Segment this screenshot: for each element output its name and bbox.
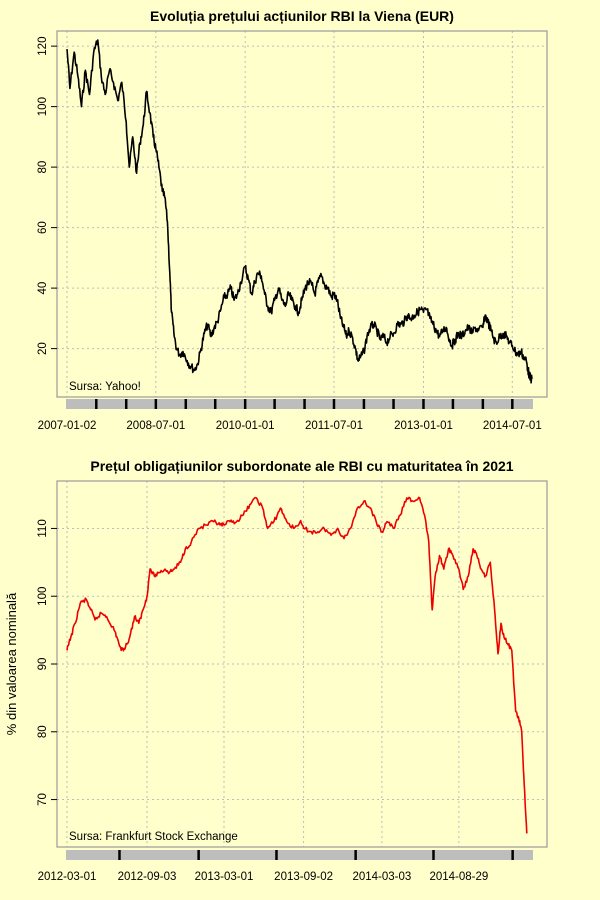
x-tick-label: 2013-03-01 xyxy=(195,871,254,883)
x-tick-label: 2014-03-03 xyxy=(352,871,411,883)
x-tick-label: 2014-08-29 xyxy=(429,871,488,883)
x-tick-label: 2007-01-02 xyxy=(38,420,97,432)
y-tick-label: 80 xyxy=(37,161,49,174)
chart-2: Prețul obligațiunilor subordonate ale RB… xyxy=(4,458,548,883)
y-tick-label: 90 xyxy=(37,658,49,671)
y-tick-label: 100 xyxy=(37,587,49,606)
y-tick-label: 80 xyxy=(37,725,49,738)
x-tick-label: 2013-09-02 xyxy=(274,871,333,883)
x-tick-label: 2012-09-03 xyxy=(118,871,177,883)
chart-title: Prețul obligațiunilor subordonate ale RB… xyxy=(90,458,513,474)
x-tick-label: 2012-03-01 xyxy=(38,871,97,883)
y-tick-label: 110 xyxy=(37,519,49,537)
x-tick-label: 2011-07-01 xyxy=(305,420,363,432)
chart-title: Evoluția prețului acțiunilor RBI la Vien… xyxy=(150,8,454,24)
y-tick-label: 20 xyxy=(37,342,49,355)
x-tick-label: 2013-01-01 xyxy=(394,420,453,432)
series-line xyxy=(66,496,528,834)
x-tick-label: 2010-01-01 xyxy=(216,420,275,432)
source-label: Sursa: Frankfurt Stock Exchange xyxy=(69,831,238,843)
y-tick-label: 100 xyxy=(37,97,49,116)
x-tick-label: 2014-07-01 xyxy=(483,420,542,432)
source-label: Sursa: Yahoo! xyxy=(69,381,141,393)
date-rug xyxy=(66,850,533,860)
plot-frame xyxy=(56,30,548,398)
x-tick-label: 2008-07-01 xyxy=(126,420,185,432)
y-tick-label: 70 xyxy=(37,793,49,806)
series-line xyxy=(66,39,533,384)
chart-1: Evoluția prețului acțiunilor RBI la Vien… xyxy=(37,8,548,432)
y-tick-label: 120 xyxy=(37,37,49,56)
y-axis-label: % din valoarea nominală xyxy=(4,592,19,735)
y-tick-label: 40 xyxy=(37,282,49,295)
date-rug xyxy=(66,399,533,409)
y-tick-label: 60 xyxy=(37,221,49,234)
